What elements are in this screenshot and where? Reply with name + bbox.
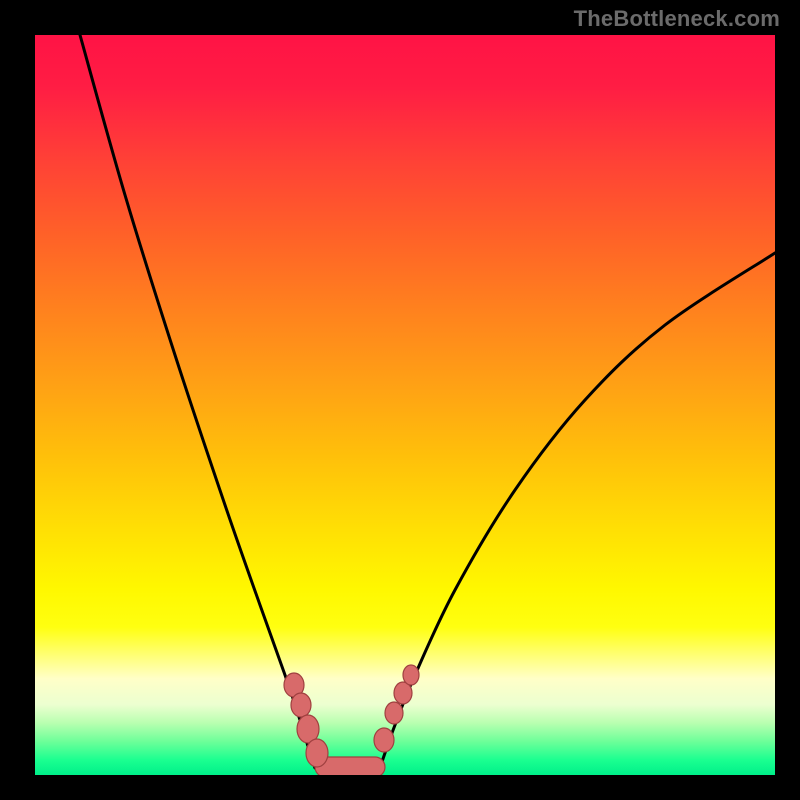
marker-right-3 [403, 665, 419, 685]
markers-group [284, 665, 419, 775]
marker-left-3 [306, 739, 328, 767]
chart-stage: TheBottleneck.com [0, 0, 800, 800]
watermark-text: TheBottleneck.com [574, 6, 780, 32]
marker-left-1 [291, 693, 311, 717]
curves-layer [35, 35, 775, 775]
plot-area [35, 35, 775, 775]
curve-left [80, 35, 315, 768]
marker-right-0 [374, 728, 394, 752]
marker-right-1 [385, 702, 403, 724]
curve-right [380, 253, 775, 768]
